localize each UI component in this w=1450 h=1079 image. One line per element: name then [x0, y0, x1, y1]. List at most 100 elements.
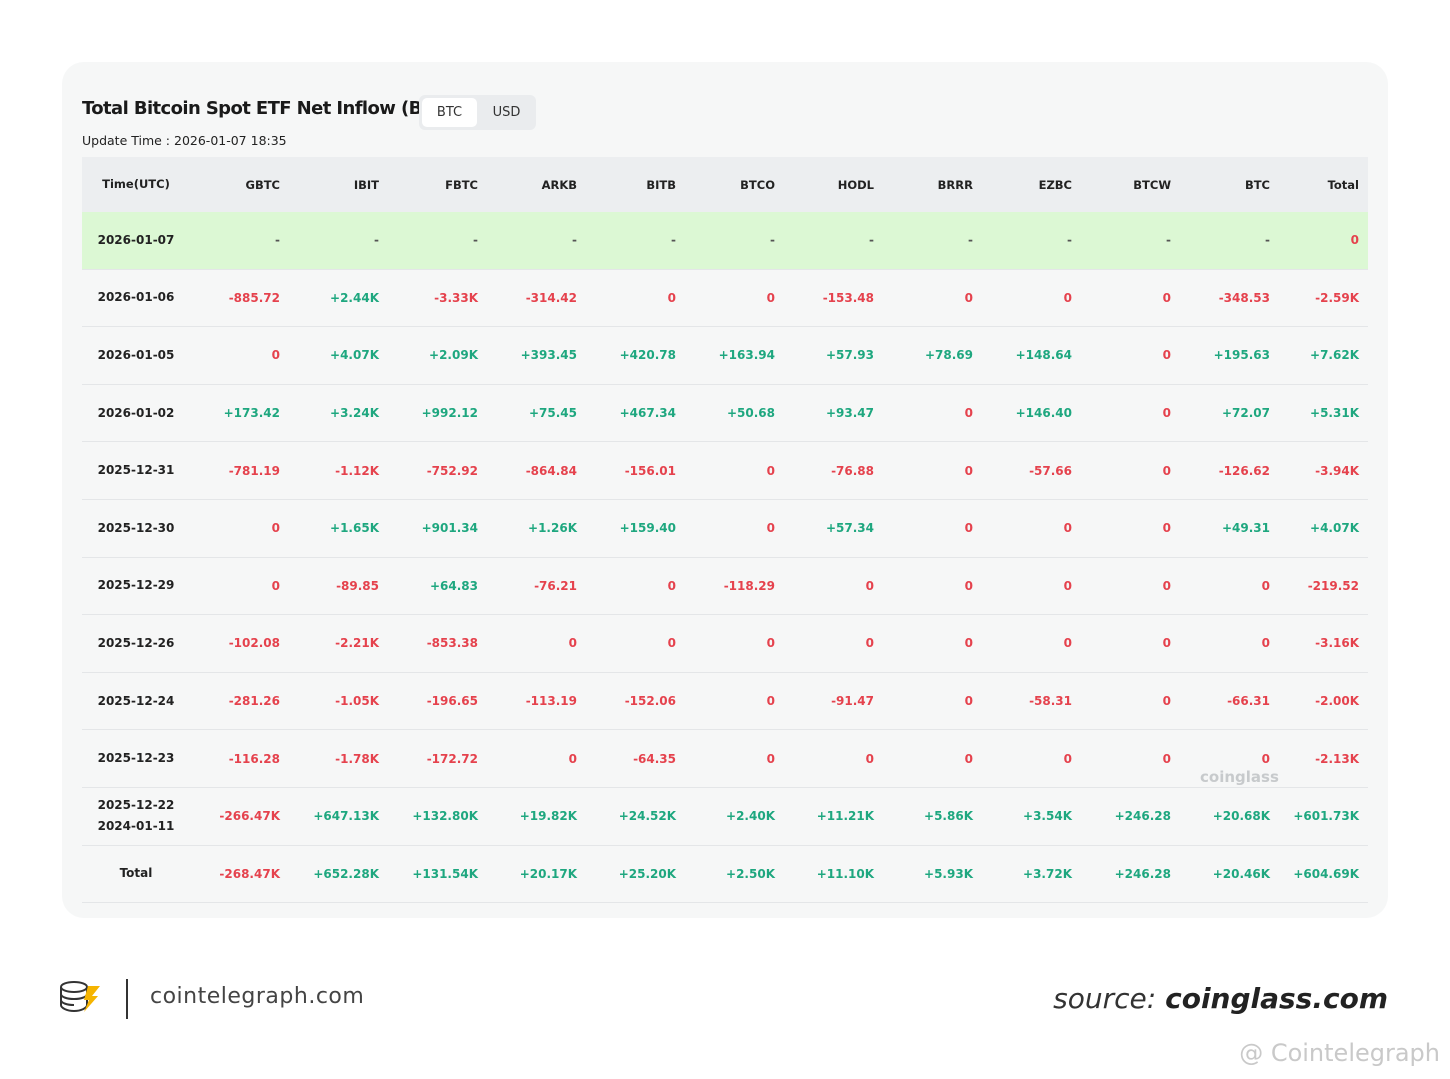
value-cell: -	[473, 233, 478, 248]
value-cell: 0	[1063, 290, 1072, 305]
value-cell: -3.33K	[434, 290, 478, 305]
value-cell: -	[572, 233, 577, 248]
value-cell: 0	[1162, 751, 1171, 766]
value-cell: -	[671, 233, 676, 248]
time-text: 2025-12-26	[97, 635, 175, 650]
table-row: 2025-12-30 0 +1.65K +901.34 +1.26K +159.40 0 +5…	[82, 500, 1368, 558]
table-row: 2025-12-31 -781.19 -1.12K -752.92 -864.84 -15…	[82, 442, 1368, 500]
value-cell: 0	[865, 636, 874, 651]
value-cell: +4.07K	[330, 348, 379, 363]
table-row: 2025-12-23 -116.28 -1.78K -172.72 0 -64.35 0 0 0…	[82, 730, 1368, 788]
value-cell: 0	[1162, 636, 1171, 651]
value-cell: +50.68	[726, 406, 775, 421]
value-cell: +19.82K	[519, 809, 577, 824]
value-cell: 0	[568, 751, 577, 766]
value-cell: -268.47K	[219, 866, 280, 881]
table-row: 2025-12-22 2024-01-11 -266.47K +647.13K +132…	[82, 788, 1368, 846]
value-cell: -281.26	[228, 694, 280, 709]
tab[interactable]: USD	[492, 105, 521, 120]
value-cell: 0	[1162, 290, 1171, 305]
value-cell: -2.21K	[335, 636, 379, 651]
value-cell: -89.85	[336, 578, 379, 593]
time-cell: 2025-12-23	[82, 748, 190, 769]
value-cell: +467.34	[619, 406, 676, 421]
time-cell: 2026-01-05	[82, 345, 190, 366]
column-header: BTCW	[1133, 177, 1171, 192]
value-cell: +57.34	[825, 521, 874, 536]
brand: cointelegraph.com	[150, 984, 365, 1009]
value-cell: +4.07K	[1310, 521, 1359, 536]
value-cell: +3.72K	[1023, 866, 1072, 881]
value-cell: +20.46K	[1212, 866, 1270, 881]
value-cell: 0	[964, 463, 973, 478]
title: Total Bitcoin Spot ETF Net Inflow (BTC)	[82, 98, 454, 119]
value-cell: +5.31K	[1310, 406, 1359, 421]
value-cell: -152.06	[624, 694, 676, 709]
time-text: 2025-12-30	[97, 520, 175, 535]
value-cell: 0	[271, 521, 280, 536]
value-cell: 0	[1261, 636, 1270, 651]
value-cell: +173.42	[223, 406, 280, 421]
column-header: BTC	[1244, 177, 1270, 192]
time-text: 2025-12-29	[97, 578, 175, 593]
value-cell: -64.35	[633, 751, 676, 766]
value-cell: 0	[964, 751, 973, 766]
time-cell: 2026-01-07	[82, 230, 190, 251]
value-cell: -118.29	[723, 578, 775, 593]
time-text: 2025-12-24	[97, 693, 175, 708]
value-cell: -57.66	[1029, 463, 1072, 478]
value-cell: +146.40	[1015, 406, 1072, 421]
table-row: 2026-01-02 +173.42 +3.24K +992.12 +75.45 +467…	[82, 385, 1368, 443]
table-row: 2026-01-06 -885.72 +2.44K -3.33K -314.42 0 0 -1…	[82, 270, 1368, 328]
time-text: 2025-12-23	[97, 751, 175, 766]
value-cell: +93.47	[825, 406, 874, 421]
value-cell: 0	[271, 578, 280, 593]
value-cell: 0	[1162, 348, 1171, 363]
tab[interactable]: BTC	[422, 98, 477, 127]
value-cell: -76.88	[831, 463, 874, 478]
value-cell: +72.07	[1221, 406, 1270, 421]
time-cell: 2026-01-06	[82, 287, 190, 308]
value-cell: -172.72	[426, 751, 478, 766]
credit: @ Cointelegraph	[1239, 1039, 1440, 1067]
column-header: IBIT	[353, 177, 379, 192]
value-cell: 0	[1261, 751, 1270, 766]
value-cell: +5.86K	[924, 809, 973, 824]
time-text: 2026-01-02	[97, 405, 175, 420]
value-cell: -	[374, 233, 379, 248]
column-header: ARKB	[541, 177, 577, 192]
value-cell: 0	[766, 694, 775, 709]
value-cell: +901.34	[421, 521, 478, 536]
value-cell: 0	[865, 578, 874, 593]
value-cell: 0	[1162, 521, 1171, 536]
value-cell: -196.65	[426, 694, 478, 709]
value-cell: -348.53	[1218, 290, 1270, 305]
time-cell: 2025-12-26	[82, 633, 190, 654]
value-cell: 0	[1162, 694, 1171, 709]
time-cell: 2025-12-22 2024-01-11	[82, 795, 190, 837]
value-cell: +24.52K	[618, 809, 676, 824]
value-cell: 0	[964, 636, 973, 651]
value-cell: -102.08	[228, 636, 280, 651]
value-cell: +601.73K	[1293, 809, 1359, 824]
value-cell: -266.47K	[219, 809, 280, 824]
time-text: Total	[119, 866, 153, 881]
value-cell: +246.28	[1114, 866, 1171, 881]
source-prefix: source:	[1053, 982, 1157, 1015]
value-cell: +11.10K	[816, 866, 874, 881]
source: source: coinglass.com	[1053, 982, 1388, 1015]
value-cell: +2.50K	[726, 866, 775, 881]
value-cell: +163.94	[718, 348, 775, 363]
value-cell: 0	[1350, 233, 1359, 248]
table-row: 2026-01-07 - - - - - - - - - - - 0	[82, 212, 1368, 270]
column-header: BTCO	[740, 177, 775, 192]
column-header: BRRR	[937, 177, 973, 192]
value-cell: +420.78	[619, 348, 676, 363]
value-cell: -853.38	[426, 636, 478, 651]
value-cell: 0	[964, 578, 973, 593]
value-cell: -	[1166, 233, 1171, 248]
value-cell: -	[1067, 233, 1072, 248]
column-header: EZBC	[1038, 177, 1072, 192]
time-text: 2026-01-07	[97, 232, 175, 247]
